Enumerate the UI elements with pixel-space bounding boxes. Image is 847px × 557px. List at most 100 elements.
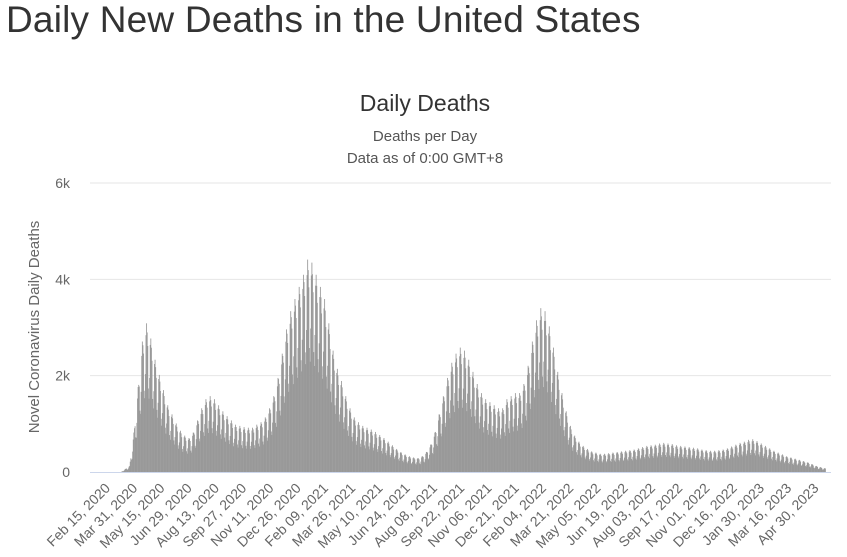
bar [668,447,670,472]
bar [365,430,367,472]
bar [462,388,464,472]
bar [623,461,625,472]
bar [184,437,186,472]
bar [240,432,242,472]
bar [662,452,663,472]
bar [447,377,448,472]
bar [512,426,514,472]
bar [591,451,593,472]
bar [596,455,598,472]
bar [722,451,723,472]
bar [376,449,378,472]
bar [553,356,555,472]
bar [731,447,733,472]
bar [458,388,460,472]
bar [224,441,226,472]
bar [665,455,666,472]
bar [790,457,792,472]
bar [515,396,517,472]
bar [594,453,596,472]
bar [178,442,180,472]
bar [321,313,323,472]
bar [767,459,769,472]
bar [230,420,232,472]
bar [178,448,180,472]
bar [272,402,274,472]
bar [313,352,315,472]
bar [794,459,795,472]
bar [396,450,398,472]
bar [340,385,342,472]
bar [426,451,428,472]
bar [534,372,536,472]
bar [562,407,564,472]
bar [791,459,793,472]
bar [372,435,373,472]
chart-subtitle-line-1: Deaths per Day [373,128,478,145]
bar [746,450,748,472]
bar [784,463,786,472]
bar [322,351,324,472]
bar [394,459,396,472]
bar [765,445,766,472]
bar [141,355,143,472]
bar [574,438,576,472]
bar [674,453,676,472]
bar [815,466,817,472]
bar [673,455,675,472]
bar [809,466,811,472]
bar [682,458,684,472]
bar [778,453,780,472]
bar [350,412,352,472]
bar [432,454,434,472]
bar [598,459,600,472]
bar [454,393,456,472]
bar [517,418,519,472]
bar [487,429,488,472]
bar [213,399,215,472]
bar [421,456,423,472]
bar [227,419,229,472]
bar [467,393,468,472]
bar [745,445,746,472]
bar [364,445,366,472]
bar [306,275,308,472]
bar [247,430,249,472]
bar [570,425,571,472]
bar [670,452,672,472]
bar [817,468,819,472]
bar [674,457,676,472]
bar [699,459,701,472]
bar [494,408,496,472]
bar [719,451,720,472]
bar [369,449,370,472]
bar [562,399,564,472]
bar [547,392,548,472]
bar [728,457,730,472]
bar [609,455,611,472]
bars [121,259,826,472]
bar [404,454,406,472]
bar [298,300,300,472]
bar [296,367,298,472]
bar [217,425,218,472]
bar [557,371,559,472]
bar [636,456,638,472]
bar [334,405,336,472]
bar [514,398,516,472]
bar [743,443,745,472]
bar [488,423,490,472]
bar [519,393,521,472]
bar [554,405,556,472]
bar [753,443,755,472]
bar [453,405,455,472]
bar [648,456,650,472]
bar [447,380,449,472]
bar [622,453,623,472]
bar [190,452,192,472]
bar [256,426,258,472]
bar [209,396,211,472]
bar [347,430,349,472]
bar [740,444,742,472]
bar [522,390,524,472]
